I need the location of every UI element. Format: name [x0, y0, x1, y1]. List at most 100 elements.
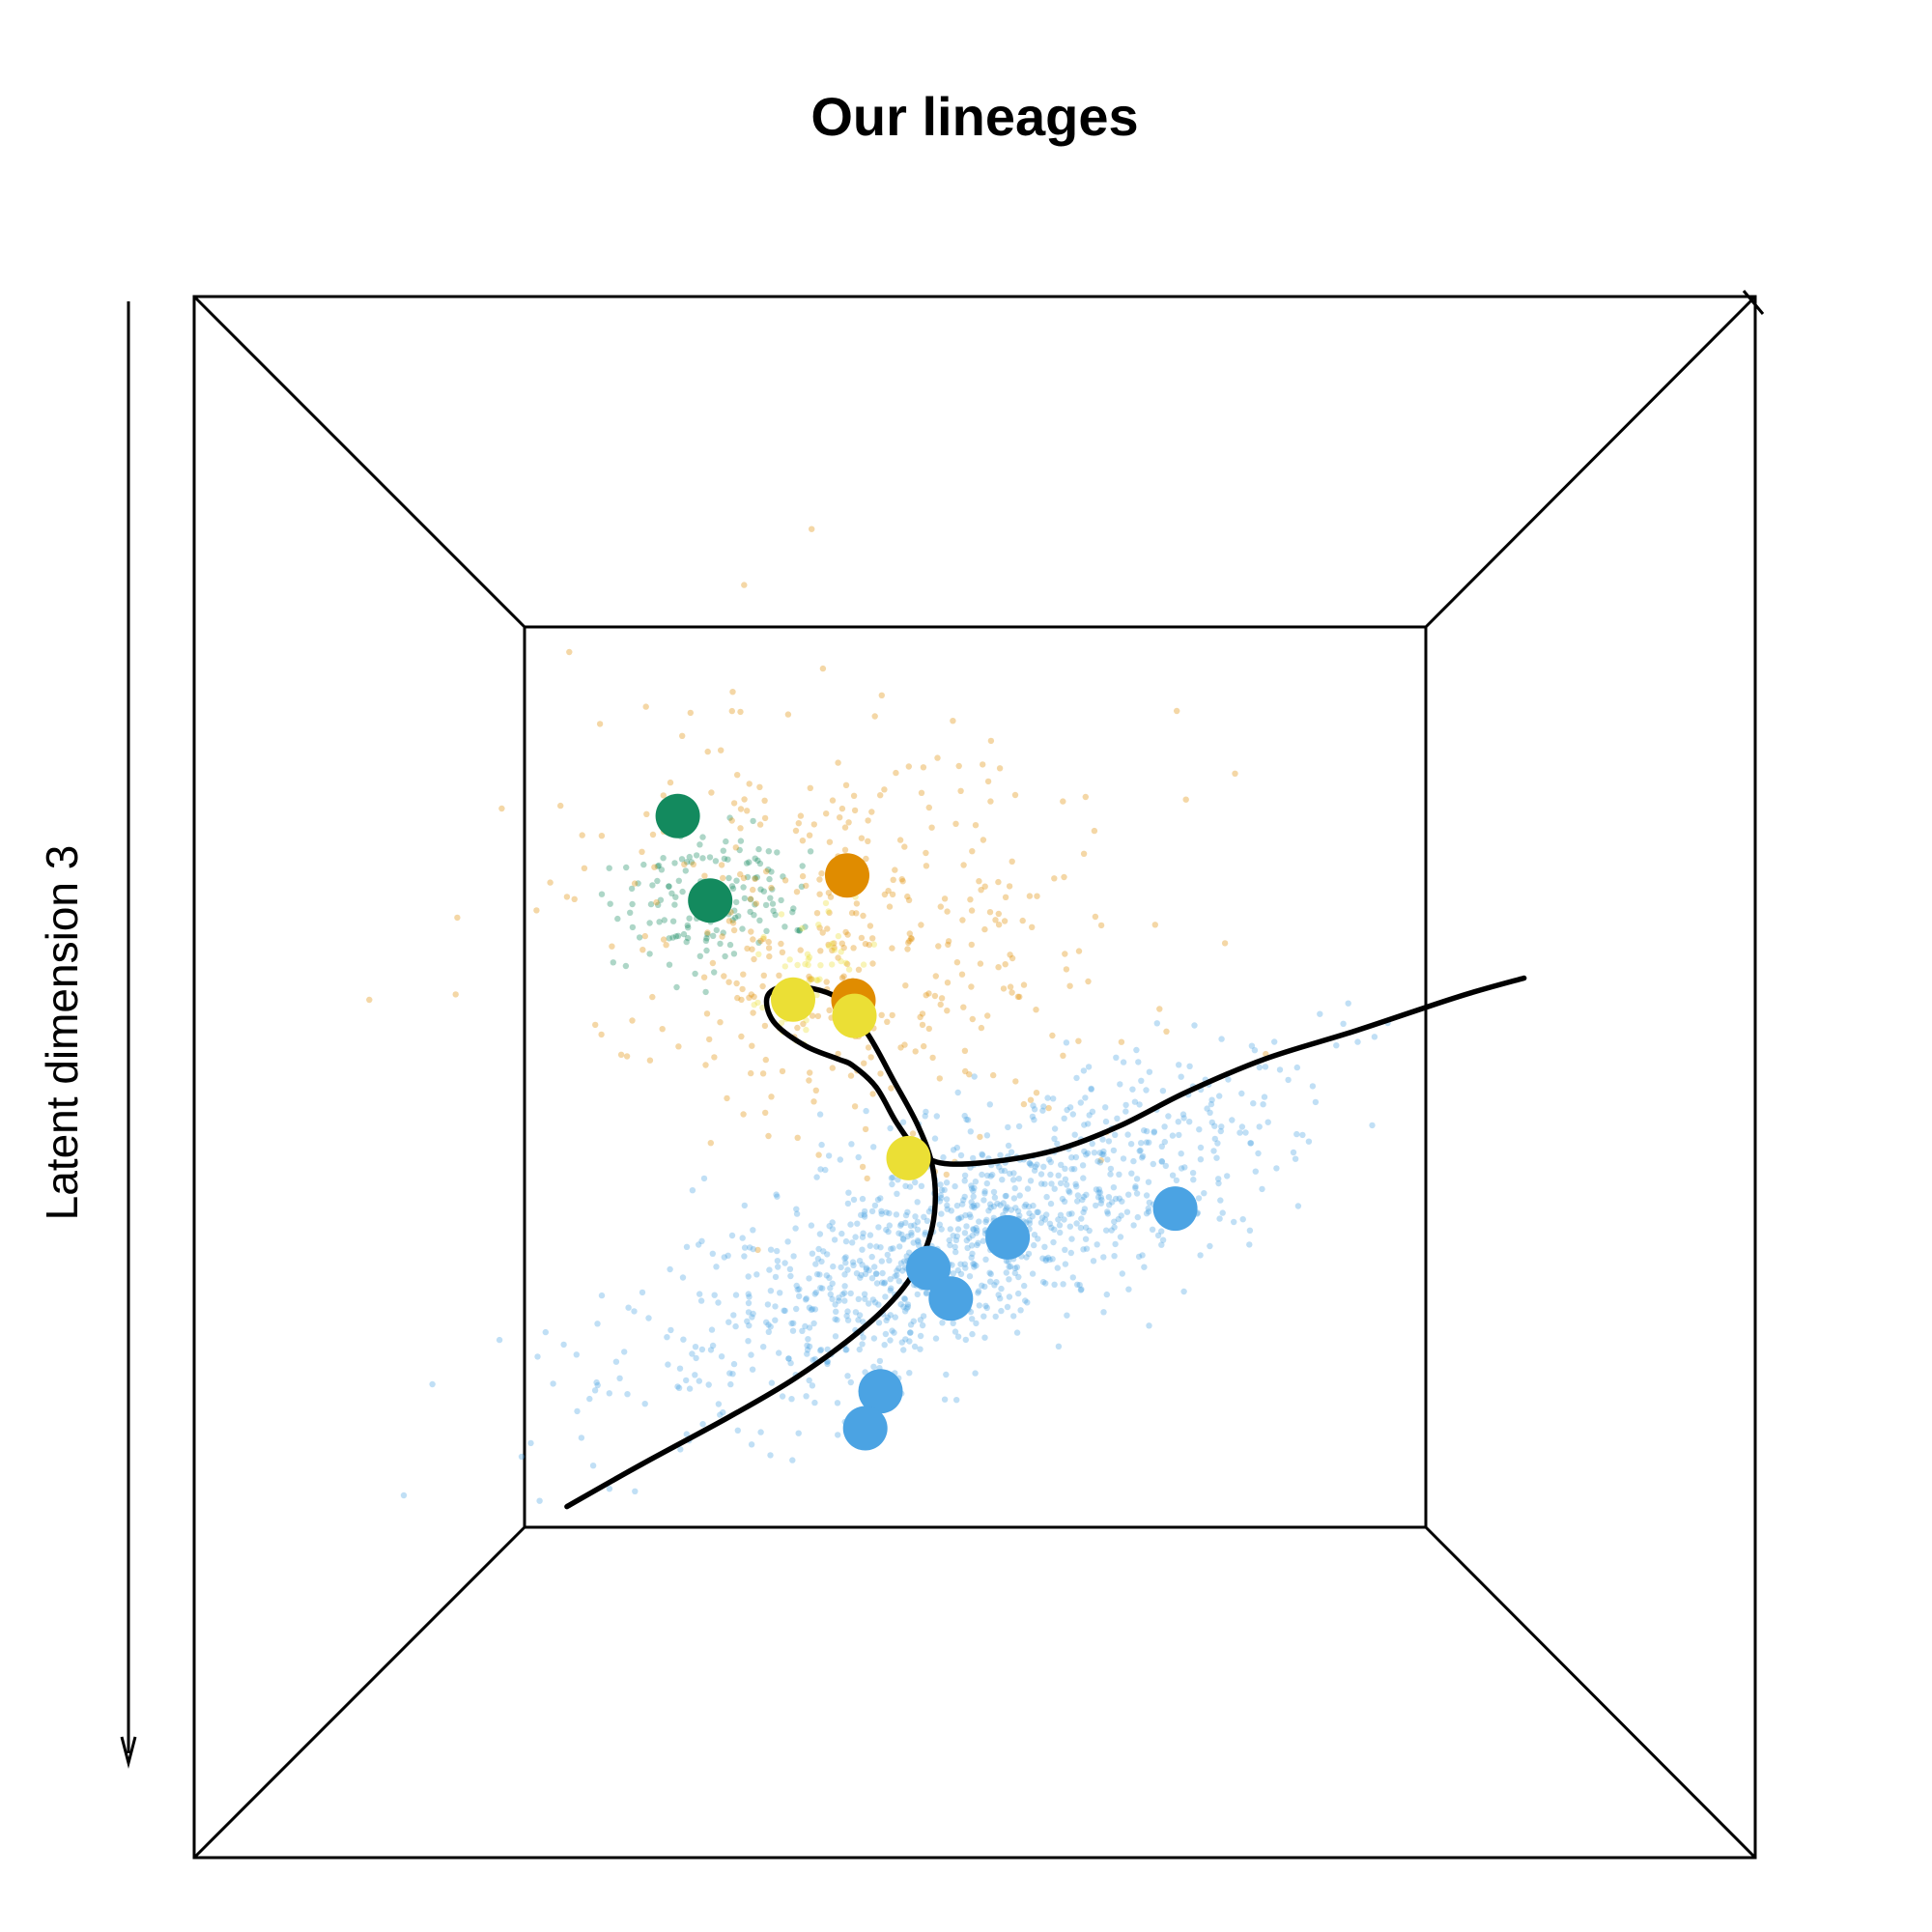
orange-cell-point	[708, 789, 715, 796]
blue-cell-point	[1158, 1158, 1166, 1165]
blue-cell-point	[809, 1382, 816, 1389]
orange-cell-point	[765, 1132, 772, 1140]
yellow-cell-point	[781, 963, 788, 970]
blue-cell-point	[772, 1273, 780, 1281]
blue-cell-point	[950, 1147, 957, 1153]
blue-cell-point	[1213, 1154, 1220, 1161]
blue-cell-point	[895, 1230, 902, 1236]
blue-cell-point	[775, 1264, 781, 1270]
blue-cell-point	[1141, 1264, 1148, 1270]
blue-cell-point	[967, 1213, 974, 1221]
blue-cell-point	[1083, 1191, 1090, 1199]
blue-cell-point	[1290, 1149, 1297, 1156]
blue-cell-point	[842, 1347, 849, 1353]
blue-cell-point	[1158, 1241, 1165, 1248]
green-cell-point	[686, 915, 693, 922]
blue-cell-point	[1135, 1059, 1142, 1065]
green-cell-point	[794, 926, 801, 934]
yellow-cell-point	[804, 951, 811, 957]
green-cell-point	[693, 852, 700, 859]
blue-cell-point	[1004, 1303, 1011, 1311]
green-cell-point	[655, 901, 662, 908]
blue-cell-point	[1044, 1094, 1051, 1101]
orange-cell-point	[1009, 954, 1016, 962]
orange-cell-point	[995, 910, 1003, 918]
orange-cell-point	[814, 1012, 822, 1020]
blue-cell-point	[1025, 1250, 1033, 1258]
orange-cell-point	[904, 893, 911, 900]
orange-cell-point	[890, 876, 896, 883]
blue-cell-point	[1041, 1243, 1048, 1251]
orange-cell-point	[825, 941, 832, 949]
orange-cell-point	[968, 941, 975, 949]
orange-cell-point	[838, 940, 845, 947]
blue-cell-point	[1305, 1138, 1313, 1145]
orange-cell-point	[1019, 917, 1026, 924]
orange-cell-point	[750, 1009, 756, 1016]
blue-cell-point	[982, 1218, 989, 1226]
blue-cell-point	[1077, 1224, 1085, 1232]
blue-cell-point	[1252, 1168, 1260, 1175]
blue-cell-point	[1189, 1170, 1197, 1177]
blue-cell-point	[1123, 1208, 1131, 1215]
blue-cell-point	[979, 1171, 985, 1179]
orange-cell-point	[623, 1053, 631, 1060]
blue-cell-point	[675, 1384, 683, 1392]
blue-cell-point	[974, 1227, 980, 1235]
blue-cell-point	[1015, 1122, 1023, 1130]
green-cell-point	[636, 934, 643, 941]
blue-cell-point	[980, 1313, 987, 1320]
blue-cell-point	[940, 1153, 947, 1161]
blue-cell-point	[1012, 1205, 1019, 1211]
blue-cell-point	[882, 1293, 889, 1300]
orange-cell-point	[892, 867, 898, 873]
yellow-cell-point	[870, 941, 877, 948]
blue-cell-point	[707, 1347, 715, 1353]
orange-cell-point	[629, 1017, 636, 1024]
blue-cell-point	[668, 1326, 674, 1334]
orange-cell-point	[977, 1133, 983, 1141]
blue-cell-point	[1064, 1106, 1070, 1114]
orange-cell-point	[829, 1065, 836, 1071]
orange-cell-point	[944, 1008, 951, 1014]
blue-cell-point	[806, 1324, 813, 1331]
green-cell-point	[696, 841, 703, 848]
blue-cell-point	[774, 1193, 781, 1200]
orange-cell-point	[649, 993, 656, 1001]
blue-cell-point	[598, 1292, 606, 1299]
blue-cell-point	[1034, 1161, 1040, 1168]
blue-cell-point	[908, 1229, 915, 1236]
orange-cell-point	[756, 821, 764, 828]
blue-cell-point	[818, 1141, 825, 1149]
orange-cell-point	[908, 934, 915, 942]
green-cell-point	[711, 969, 718, 976]
yellow-cell-point	[754, 999, 761, 1007]
blue-cell-point	[888, 1285, 895, 1292]
blue-cell-point	[974, 1241, 980, 1249]
blue-cell-point	[963, 1236, 970, 1244]
blue-cell-point	[952, 1243, 958, 1251]
blue-cell-point	[923, 1290, 930, 1296]
blue-cell-point	[1136, 1101, 1143, 1108]
blue-cell-point	[1371, 1034, 1378, 1040]
blue-cell-point	[1122, 1101, 1129, 1109]
green-cell-point	[686, 853, 693, 861]
orange-cell-point	[906, 937, 913, 945]
blue-cell-point	[1127, 1141, 1135, 1148]
blue-cell-point	[586, 1395, 593, 1403]
orange-cell-point	[1033, 1007, 1039, 1013]
blue-cell-point	[968, 1254, 975, 1262]
blue-cell-point	[1003, 1269, 1010, 1276]
blue-cell-point	[850, 1196, 858, 1204]
blue-cell-point	[794, 1286, 801, 1293]
orange-cell-point	[860, 912, 867, 920]
blue-cell-point	[534, 1353, 541, 1360]
orange-cell-point	[819, 665, 827, 672]
green-cell-point	[752, 874, 758, 882]
blue-cell-point	[1186, 1063, 1193, 1070]
blue-cell-point	[920, 1313, 927, 1320]
blue-cell-point	[883, 1226, 890, 1234]
blue-cell-point	[1125, 1286, 1132, 1293]
blue-cell-point	[844, 1373, 851, 1379]
blue-cell-point	[1031, 1167, 1038, 1174]
